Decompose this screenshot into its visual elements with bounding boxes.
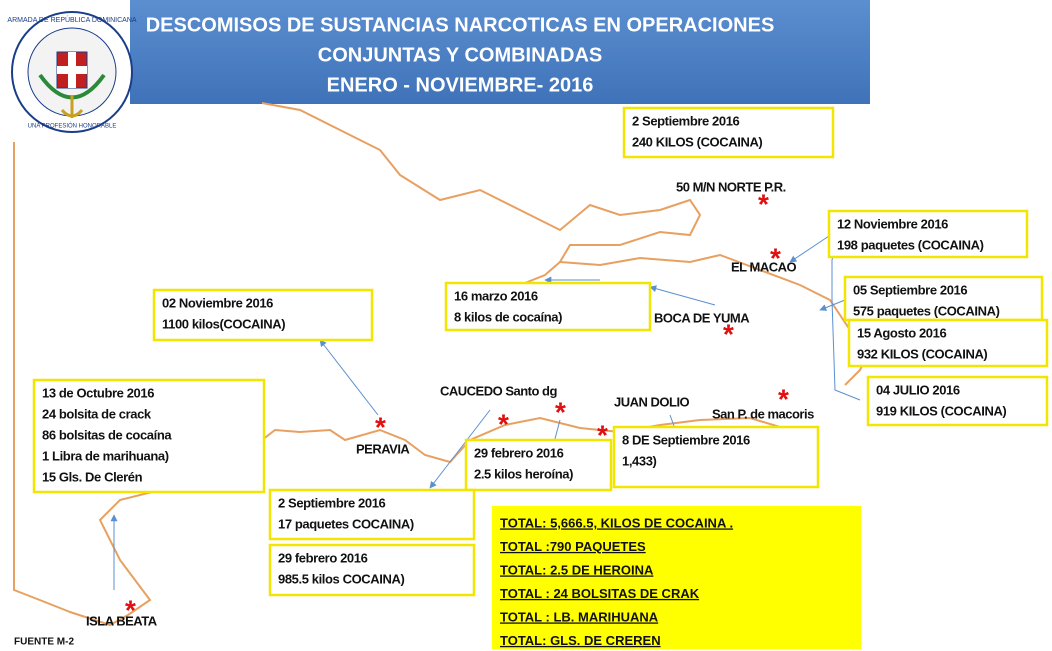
seizure-star: * [770,242,781,273]
seizure-text: 919 KILOS (COCAINA) [876,403,1006,418]
seizure-box [464,438,613,492]
header-title: ENERO - NOVIEMBRE- 2016 [327,74,594,96]
seizure-text: 932 KILOS (COCAINA) [857,346,987,361]
seizure-box [444,281,652,332]
seizure-star: * [778,383,789,414]
seizure-text: 29 febrero 2016 [474,445,564,460]
total-line: TOTAL : LB. MARIHUANA [500,609,659,624]
totals-box [492,506,861,649]
seizure-star: * [758,188,769,219]
seizure-text: 198 paquetes (COCAINA) [837,237,984,252]
place-label: ISLA BEATA [86,613,158,628]
seizure-box [32,378,266,494]
header-bar [130,0,870,104]
total-line: TOTAL : 24 BOLSITAS DE CRAK [500,586,700,601]
total-line: TOTAL: 5,666.5, KILOS DE COCAINA . [500,515,733,530]
seizure-text: 1,433) [622,453,657,468]
seizure-star: * [555,396,566,427]
seizure-text: 15 Agosto 2016 [857,325,946,340]
seizure-text: 05 Septiembre 2016 [853,282,967,297]
seizure-text: 13 de Octubre 2016 [42,385,154,400]
seizure-text: 1100 kilos(COCAINA) [162,316,285,331]
seizure-text: 12 Noviembre 2016 [837,216,948,231]
seizure-box [152,288,374,342]
seizure-box [847,318,1049,368]
seizure-text: 17 paquetes COCAINA) [278,516,414,531]
seizure-text: 02 Noviembre 2016 [162,295,273,310]
seizure-text: 2 Septiembre 2016 [632,113,740,128]
logo-text: ARMADA DE REPÚBLICA DOMINICANA [7,15,136,24]
seizure-box [827,209,1029,259]
total-line: TOTAL: 2.5 DE HEROINA [500,562,654,577]
logo-text: UNA PROFESIÓN HONORABLE [28,123,117,130]
seizure-text: 8 kilos de cocaína) [454,309,562,324]
seizure-box [612,425,820,489]
seizure-box [268,543,476,597]
seizure-box [268,488,476,541]
place-label: 50 M/N NORTE P.R. [676,179,786,194]
seizure-text: 240 KILOS (COCAINA) [632,134,762,149]
seizure-box [622,106,835,159]
place-label: JUAN DOLIO [614,394,690,409]
seizure-text: 2 Septiembre 2016 [278,495,386,510]
seizure-text: 86 bolsitas de cocaína [42,427,172,442]
seizure-text: 8 DE Septiembre 2016 [622,432,750,447]
seizure-box [866,375,1049,427]
seizure-star: * [723,318,734,349]
header-title: CONJUNTAS Y COMBINADAS [318,44,602,66]
seizure-text: 15 Gls. De Clerén [42,469,143,484]
place-label: EL MACAO [731,259,796,274]
seizure-text: 985.5 kilos COCAINA) [278,571,404,586]
seizure-text: 04 JULIO 2016 [876,382,960,397]
seizure-text: 575 paquetes (COCAINA) [853,303,1000,318]
header-title: DESCOMISOS DE SUSTANCIAS NARCOTICAS EN O… [146,14,775,36]
total-line: TOTAL: GLS. DE CREREN [500,633,661,648]
place-label: San P. de macoris [712,406,814,421]
seizure-star: * [597,419,608,450]
markers: * * * * * * * * * [125,188,789,625]
seizure-text: 16 marzo 2016 [454,288,538,303]
place-label: PERAVIA [356,441,410,456]
seizure-text: 29 febrero 2016 [278,550,368,565]
logo [11,11,133,133]
place-label: BOCA DE YUMA [654,310,750,325]
seizure-star: * [125,594,136,625]
place-label: CAUCEDO Santo dg [440,383,558,398]
seizure-text: 1 Libra de marihuana) [42,448,169,463]
seizure-star: * [498,408,509,439]
seizure-text: 24 bolsita de crack [42,406,152,421]
seizure-star: * [375,411,386,442]
total-line: TOTAL :790 PAQUETES [500,539,646,554]
seizure-text: 2.5 kilos heroína) [474,466,573,481]
source: FUENTE M-2 [14,637,74,648]
